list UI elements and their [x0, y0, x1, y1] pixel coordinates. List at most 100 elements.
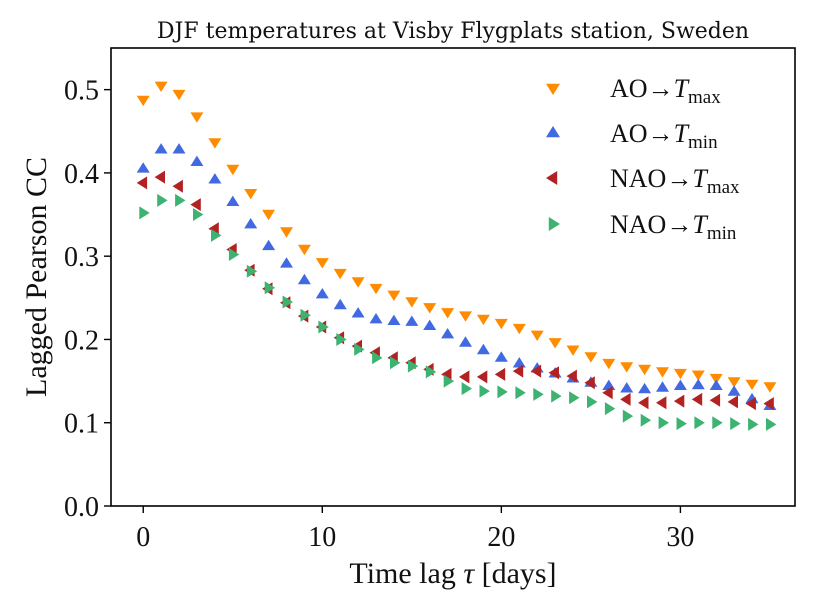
data-point [763, 397, 774, 411]
data-points [136, 81, 777, 431]
data-point [262, 209, 276, 221]
data-point [551, 389, 562, 403]
data-point [745, 397, 756, 411]
data-point [622, 409, 634, 423]
data-point [280, 257, 293, 268]
y-tick-label: 0.1 [64, 409, 99, 440]
data-point [727, 395, 738, 409]
data-point [264, 281, 276, 295]
data-point [691, 370, 705, 381]
data-point [244, 189, 258, 200]
data-point [315, 258, 329, 269]
data-point [154, 143, 168, 154]
data-point [479, 384, 490, 398]
data-point [459, 370, 470, 384]
data-point [226, 195, 240, 206]
data-point [136, 176, 148, 190]
data-point [246, 264, 258, 278]
data-point [425, 365, 437, 379]
data-point [658, 416, 669, 430]
data-point [282, 295, 293, 309]
data-point [172, 89, 186, 101]
data-point [673, 379, 687, 390]
data-point [587, 395, 598, 409]
data-point [372, 351, 383, 365]
data-point [602, 379, 616, 390]
data-point [154, 170, 165, 184]
data-point [441, 308, 455, 319]
data-point [459, 311, 472, 322]
legend: AO→Tmax AO→Tmin NAO→Tmax NAO→Tmin [546, 74, 740, 244]
data-point [315, 288, 329, 299]
data-point [423, 303, 437, 314]
data-point [494, 367, 506, 381]
y-tick-label: 0.0 [64, 492, 99, 523]
data-point [441, 328, 455, 339]
data-point [656, 381, 669, 392]
data-point [620, 362, 634, 373]
data-point [193, 208, 204, 221]
legend-label: NAO→Tmin [610, 210, 737, 244]
data-point [190, 155, 204, 166]
data-point [405, 297, 419, 308]
legend-item: AO→Tmin [546, 119, 718, 153]
data-point [620, 392, 631, 406]
data-point [494, 351, 508, 362]
data-point [638, 382, 652, 394]
data-point [604, 402, 616, 416]
data-point [333, 268, 347, 280]
data-point [569, 391, 580, 405]
data-point [262, 239, 276, 251]
data-point [405, 315, 419, 326]
data-point [208, 138, 222, 149]
data-point [530, 330, 544, 341]
data-point [640, 413, 652, 427]
x-tick-label: 30 [666, 522, 694, 553]
data-point [280, 227, 293, 238]
data-point [512, 364, 524, 378]
data-point [656, 396, 667, 410]
data-point [297, 244, 311, 256]
data-point [354, 342, 365, 356]
legend-marker [546, 171, 558, 185]
y-tick-label: 0.3 [64, 242, 99, 273]
data-point [333, 298, 347, 310]
data-point [691, 378, 705, 390]
data-point [300, 308, 311, 322]
data-point [712, 416, 723, 430]
data-point [638, 396, 649, 410]
data-point [139, 206, 150, 220]
data-point [709, 373, 723, 385]
data-point [584, 352, 598, 363]
data-point [172, 179, 183, 193]
data-point [369, 283, 383, 295]
data-point [208, 222, 219, 236]
data-point [351, 307, 365, 318]
data-point [533, 387, 544, 401]
legend-label: AO→Tmin [610, 119, 718, 153]
data-point [336, 333, 347, 346]
data-point [676, 417, 687, 431]
x-tick-label: 20 [487, 522, 515, 553]
data-point [620, 382, 634, 393]
data-point [673, 368, 687, 380]
data-point [656, 367, 669, 378]
data-point [387, 314, 401, 325]
data-point [390, 356, 401, 370]
data-point [172, 143, 186, 154]
data-point [515, 386, 526, 400]
y-axis-label: Lagged Pearson CC [20, 157, 53, 397]
data-point [512, 323, 526, 335]
y-tick-label: 0.2 [64, 325, 99, 356]
legend-item: NAO→Tmin [548, 210, 737, 244]
legend-marker [546, 126, 560, 138]
data-point [763, 382, 777, 393]
data-point [297, 273, 311, 285]
data-point [190, 198, 201, 212]
series-4 [139, 193, 777, 431]
x-tick-label: 10 [308, 522, 336, 553]
data-point [387, 290, 401, 301]
data-point [476, 370, 488, 384]
data-point [730, 417, 741, 431]
